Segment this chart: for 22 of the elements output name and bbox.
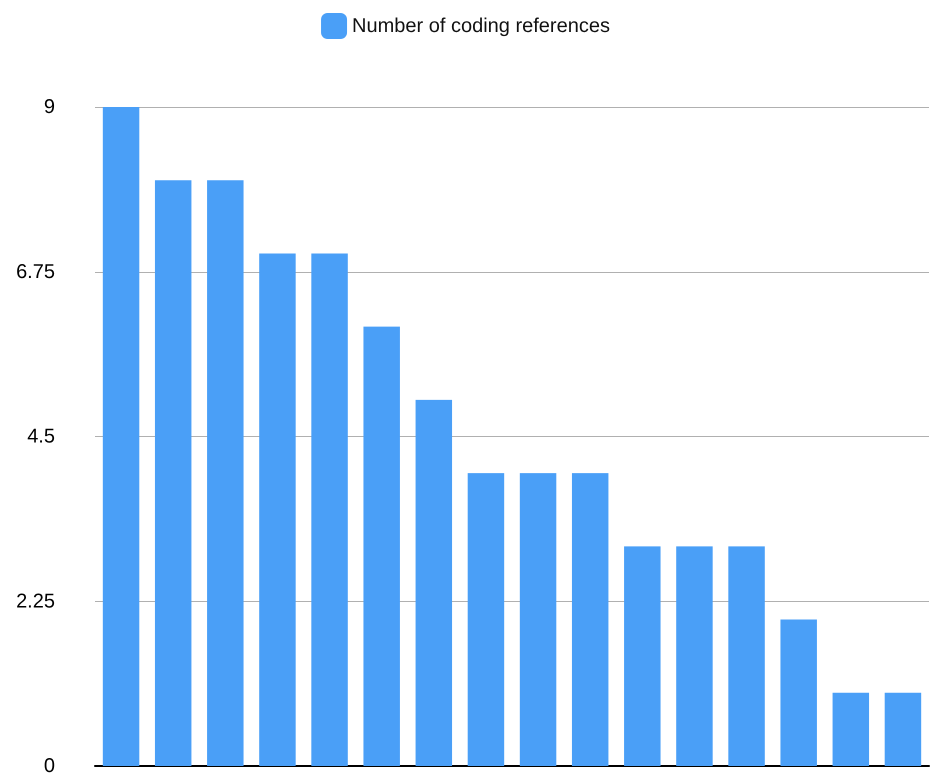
bar — [416, 400, 452, 766]
y-tick-label: 9 — [44, 96, 55, 118]
bar — [728, 546, 765, 766]
y-tick-label: 2.25 — [16, 590, 55, 612]
bar — [676, 546, 713, 766]
bar — [520, 473, 556, 766]
bar — [572, 473, 608, 766]
bar — [102, 107, 140, 766]
bar — [259, 253, 296, 766]
bar — [780, 620, 817, 766]
bar — [207, 180, 244, 766]
bar — [624, 546, 661, 766]
bar — [363, 326, 400, 766]
bar — [311, 253, 348, 766]
y-tick-label: 0 — [44, 755, 55, 777]
y-tick-label: 4.5 — [27, 426, 55, 448]
y-tick-label: 6.75 — [16, 260, 55, 283]
legend-label: Number of coding references — [352, 15, 610, 37]
bar — [468, 473, 504, 766]
bar — [154, 180, 192, 766]
bar — [884, 692, 922, 766]
bar — [832, 692, 870, 766]
